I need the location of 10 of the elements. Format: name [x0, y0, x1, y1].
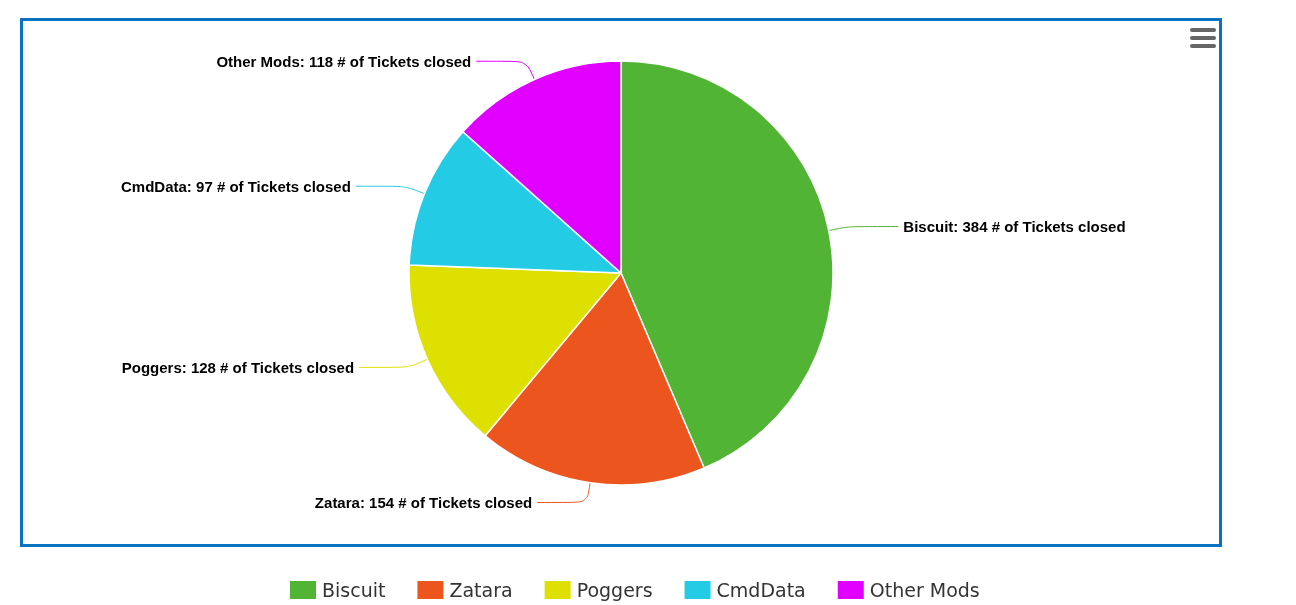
legend-label: Zatara — [449, 579, 513, 601]
data-label: CmdData: 97 # of Tickets closed — [121, 177, 351, 195]
data-label: Poggers: 128 # of Tickets closed — [121, 358, 355, 376]
legend-label: CmdData — [716, 579, 806, 601]
legend-label: Other Mods — [869, 579, 980, 601]
data-label: Zatara: 154 # of Tickets closed — [314, 494, 533, 512]
legend-label: Biscuit — [322, 579, 386, 601]
legend-label: Poggers — [576, 579, 653, 601]
data-label: Biscuit: 384 # of Tickets closed — [903, 218, 1126, 236]
data-label: Other Mods: 118 # of Tickets closed — [216, 52, 472, 70]
